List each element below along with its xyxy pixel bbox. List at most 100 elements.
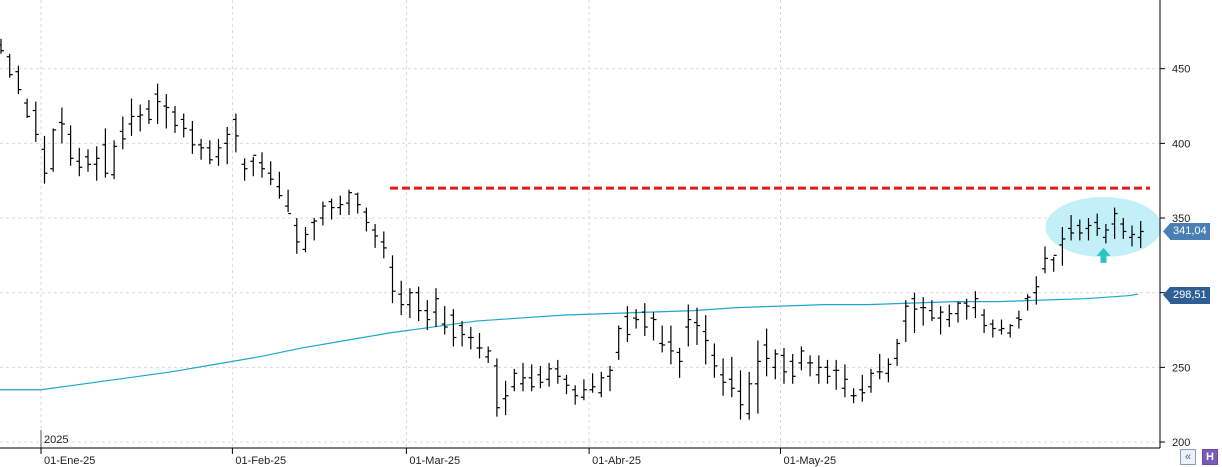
ohlc-bar (885, 358, 892, 383)
collapse-panel-button[interactable]: « (1180, 449, 1196, 465)
ohlc-bar (824, 359, 831, 384)
ohlc-bar (711, 343, 718, 378)
ohlc-bar (850, 388, 857, 404)
ohlc-bar (128, 98, 135, 136)
ohlc-bar (450, 309, 457, 347)
ohlc-bar (876, 353, 883, 380)
ohlc-bar (50, 128, 57, 172)
save-icon[interactable]: H (1202, 449, 1218, 465)
y-tick-label: 350 (1172, 213, 1190, 225)
ohlc-bar (998, 319, 1005, 335)
chart-lines (0, 186, 1150, 391)
ohlc-bar (459, 321, 466, 347)
ohlc-bar (380, 231, 387, 259)
ohlc-bar (859, 374, 866, 402)
price-tag-pointer (1163, 223, 1170, 240)
ohlc-bar (502, 380, 509, 416)
ohlc-bar (624, 306, 631, 342)
ohlc-bar (781, 347, 787, 384)
ohlc-bar (946, 304, 953, 328)
x-tick-label: 01-Ene-25 (44, 455, 95, 467)
ohlc-bar (676, 347, 683, 378)
ohlc-bar (902, 300, 909, 342)
ohlc-bar (746, 371, 753, 420)
ohlc-bar (493, 358, 500, 417)
ohlc-bar (815, 355, 822, 384)
ohlc-bar (955, 301, 961, 323)
ohlc-bar (841, 364, 848, 398)
ohlc-bar (1076, 219, 1083, 241)
ohlc-bar (6, 53, 13, 78)
ohlc-bar (163, 94, 170, 129)
ohlc-bar (580, 379, 587, 401)
ohlc-bar (763, 328, 770, 377)
ohlc-bar (563, 374, 570, 395)
x-tick-label: 01-Mar-25 (409, 455, 460, 467)
x-tick-label: 01-Abr-25 (592, 455, 641, 467)
ohlc-bar (667, 325, 674, 365)
ohlc-bar (772, 349, 779, 380)
ohlc-bar (267, 161, 274, 186)
ohlc-bar (180, 113, 187, 138)
ohlc-bar (58, 107, 65, 144)
ohlc-bar (650, 312, 657, 341)
ohlc-bar (720, 358, 727, 396)
ohlc-bar (15, 65, 22, 95)
ohlc-bar (702, 315, 709, 365)
ohlc-bar (93, 146, 100, 181)
ohlc-bar (1129, 225, 1135, 247)
ohlc-bar (520, 362, 526, 392)
ohlc-bar (659, 325, 666, 353)
ohlc-bar (1111, 207, 1118, 239)
ohlc-bar (76, 147, 83, 177)
ohlc-bar (215, 138, 222, 166)
y-tick-label: 400 (1172, 138, 1190, 150)
ohlc-bar (1007, 324, 1014, 338)
chart-axes: 20025030035040045001-Ene-2501-Feb-2501-M… (0, 0, 1190, 467)
ohlc-bar (572, 385, 579, 405)
ohlc-bar (607, 365, 613, 392)
ohlc-bar (972, 291, 979, 319)
ohlc-bar (145, 100, 152, 124)
ohlc-bar (372, 224, 379, 248)
ohlc-bar (911, 292, 918, 334)
ohlc-bar (789, 353, 796, 384)
ohlc-bar (589, 373, 596, 393)
ohlc-bar (346, 189, 352, 216)
ohlc-bar (833, 359, 840, 390)
ohlc-bar (694, 307, 700, 345)
ohlc-bar (1033, 276, 1040, 305)
ohlc-bar (1137, 221, 1144, 248)
ohlc-bar (467, 327, 474, 350)
price-tag-pointer (1163, 286, 1170, 303)
ohlc-bar (441, 306, 448, 335)
ohlc-bar (67, 125, 74, 166)
ohlc-bar (293, 218, 300, 254)
ohlc-bar (415, 286, 422, 322)
ohlc-bar (894, 338, 901, 366)
ohlc-bar (24, 98, 31, 118)
ohlc-bar (424, 300, 431, 331)
ohlc-bar (963, 298, 970, 320)
last-price-tag: 341,04 (1170, 223, 1210, 241)
moving-average-price-tag: 298,51 (1170, 286, 1210, 304)
ohlc-bar (807, 355, 814, 377)
ohlc-bar (241, 158, 248, 181)
ohlc-bar (615, 325, 622, 360)
ohlc-bar (633, 309, 640, 329)
ohlc-bar (1085, 218, 1092, 241)
ohlc-bar (1042, 246, 1048, 274)
ohlc-bar (868, 368, 874, 393)
y-tick-label: 250 (1172, 362, 1190, 374)
ohlc-bar (41, 135, 48, 184)
ohlc-bar (250, 154, 257, 177)
ohlc-bar (354, 192, 361, 214)
ohlc-bar (119, 116, 126, 150)
ohlc-bar (389, 255, 396, 304)
ohlc-bar (111, 140, 118, 180)
ohlc-bar (102, 128, 109, 178)
ohlc-bar (537, 365, 544, 389)
ohlc-bar (528, 364, 535, 392)
y-tick-label: 200 (1172, 437, 1190, 449)
ohlc-bars (0, 38, 1144, 420)
